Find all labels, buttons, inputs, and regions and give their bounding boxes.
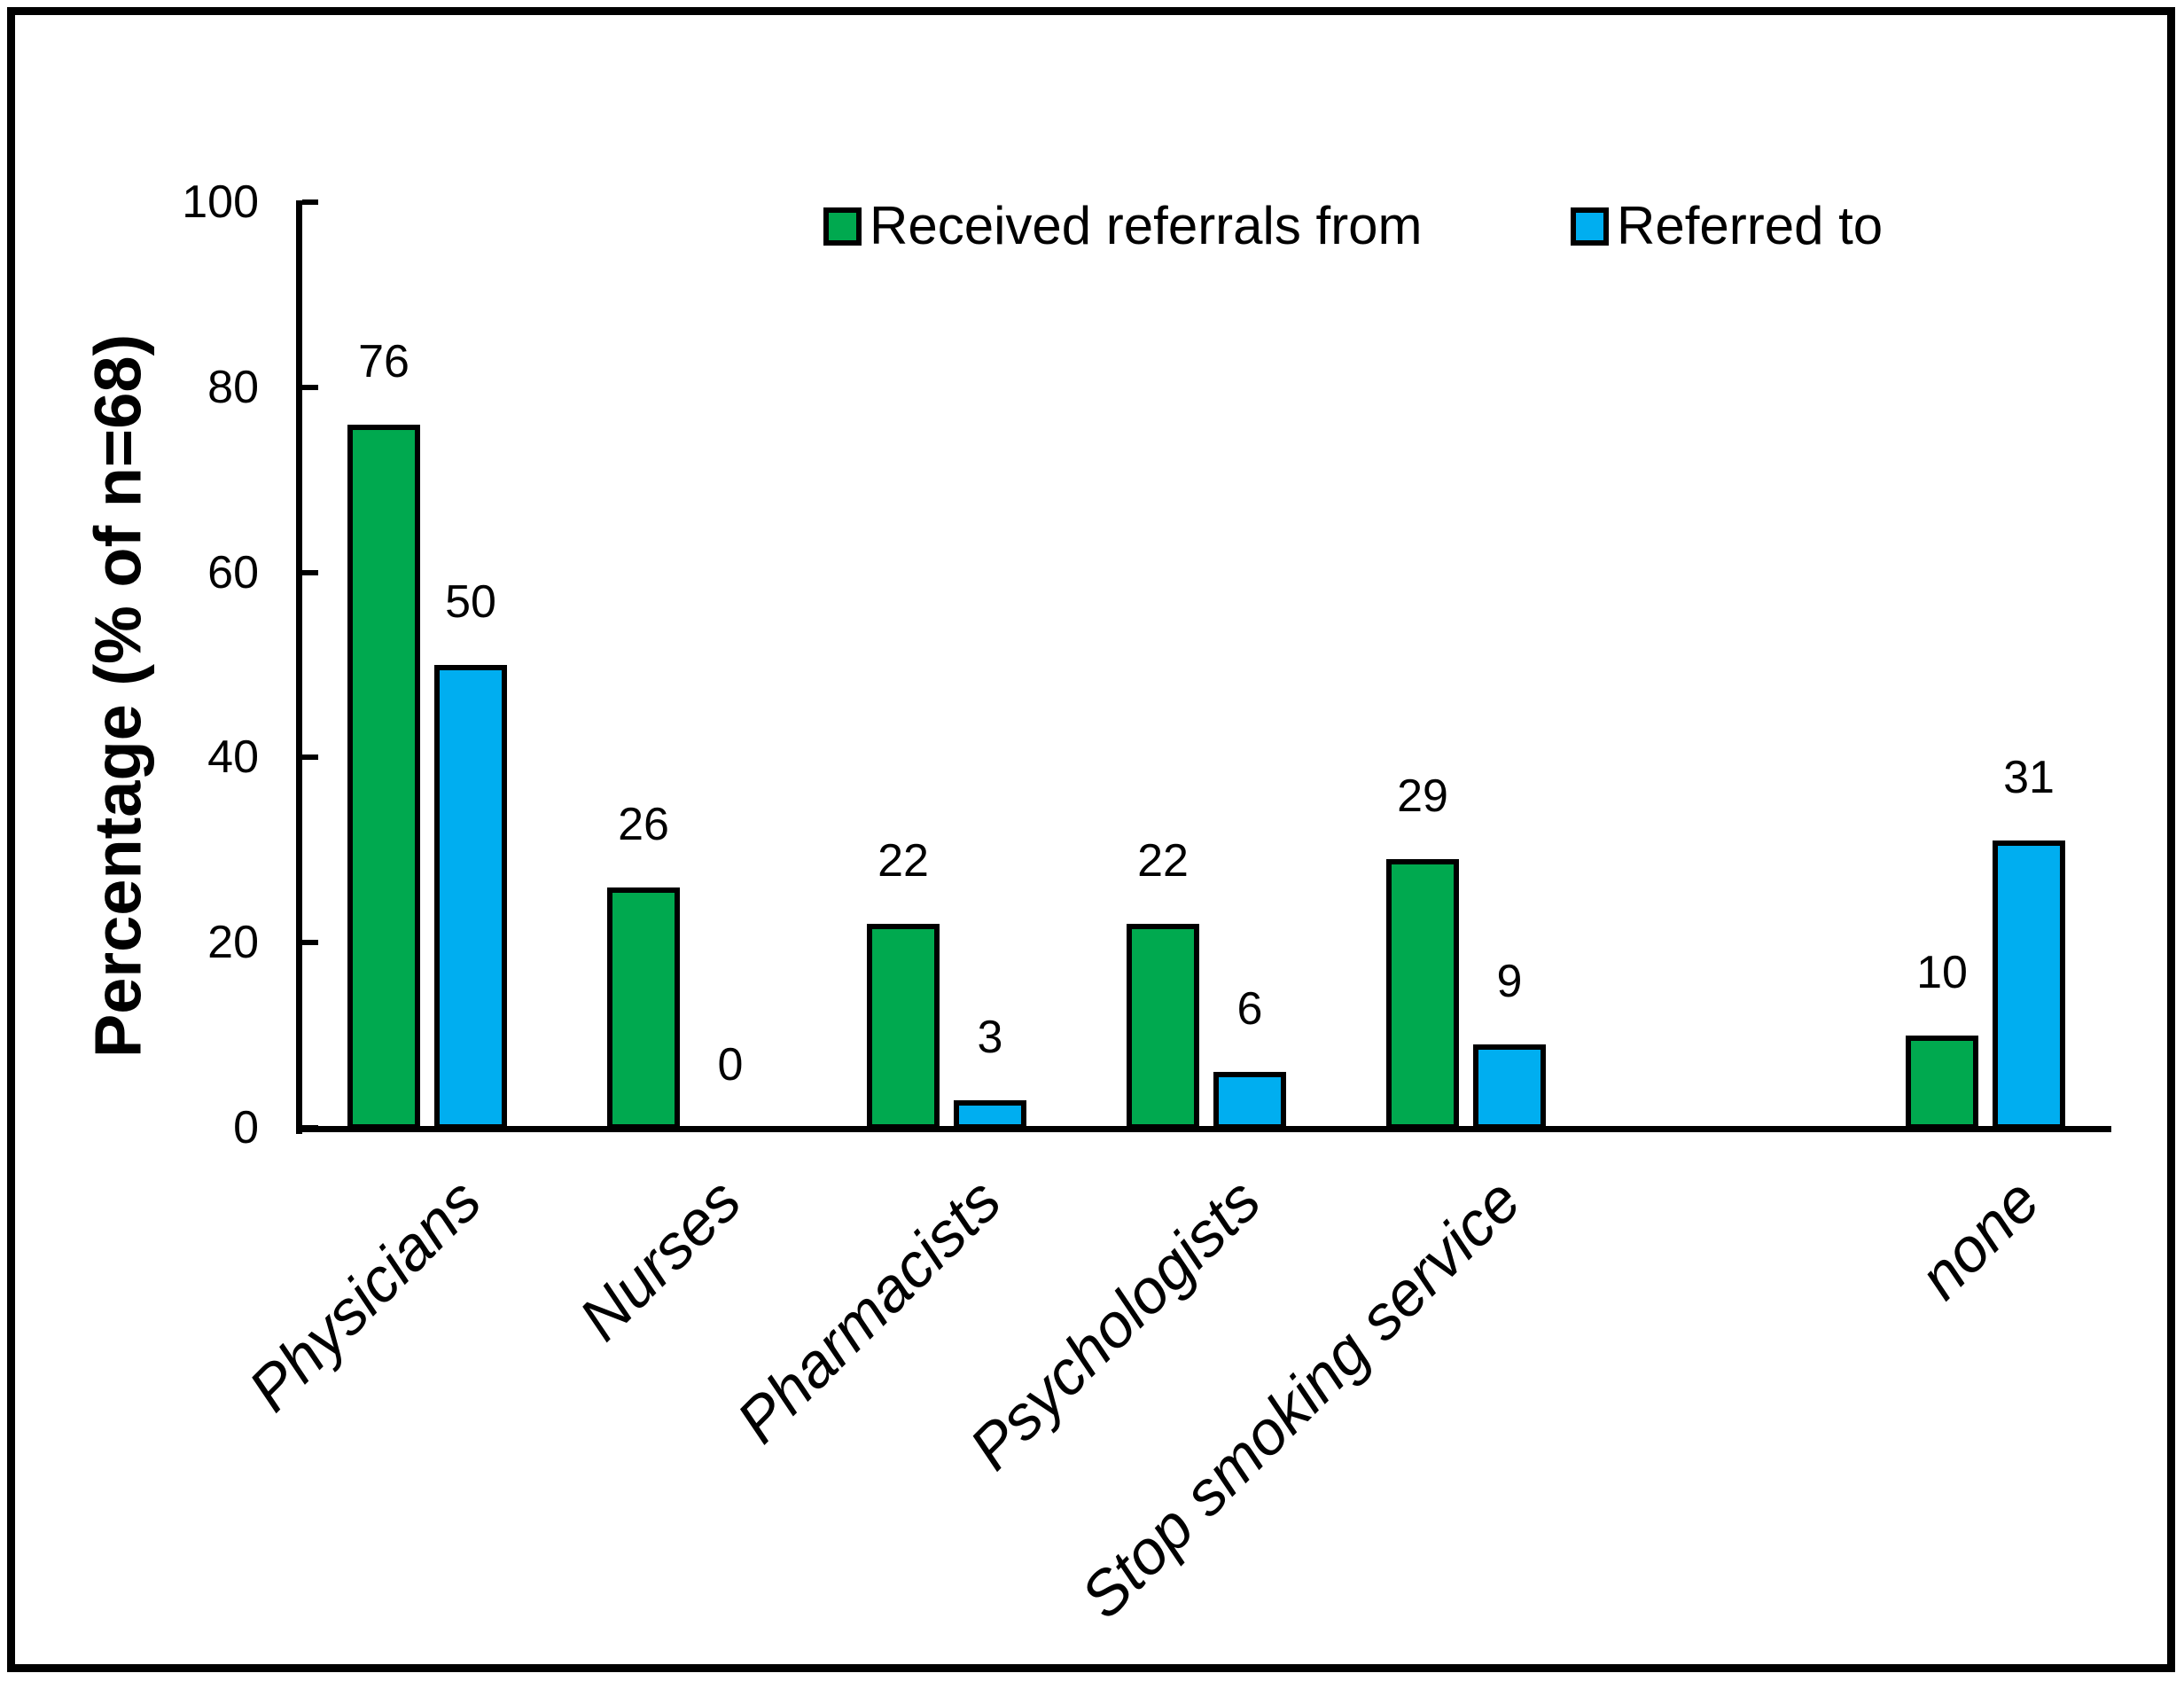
y-tick-label-100: 100 bbox=[182, 176, 259, 228]
x-axis-line bbox=[296, 1126, 2111, 1132]
bar-received-referrals-from-none bbox=[1906, 1035, 1978, 1130]
y-tick-label-60: 60 bbox=[207, 546, 259, 598]
bar-referred-to-psychologists bbox=[1213, 1072, 1286, 1130]
bar-referred-to-none bbox=[1993, 840, 2065, 1130]
value-label-referred-to-stop-smoking-service: 9 bbox=[1496, 956, 1523, 1008]
bar-referred-to-stop-smoking-service bbox=[1473, 1044, 1546, 1130]
bar-received-referrals-from-physicians bbox=[347, 424, 420, 1130]
y-tick-label-40: 40 bbox=[207, 731, 259, 784]
bar-received-referrals-from-nurses bbox=[607, 887, 680, 1130]
value-label-referred-to-psychologists: 6 bbox=[1236, 983, 1263, 1036]
y-tick-label-80: 80 bbox=[207, 361, 259, 413]
bar-received-referrals-from-stop-smoking-service bbox=[1386, 859, 1459, 1130]
value-label-received-referrals-from-stop-smoking-service: 29 bbox=[1397, 770, 1448, 823]
bar-referred-to-physicians bbox=[434, 665, 507, 1130]
value-label-referred-to-none: 31 bbox=[2003, 752, 2055, 804]
y-tick-40 bbox=[302, 754, 318, 761]
y-tick-60 bbox=[302, 569, 318, 575]
figure-border bbox=[7, 7, 2175, 1672]
value-label-referred-to-pharmacists: 3 bbox=[977, 1011, 1003, 1063]
legend-swatch-referred-to bbox=[1571, 207, 1609, 246]
y-tick-label-20: 20 bbox=[207, 917, 259, 969]
value-label-received-referrals-from-psychologists: 22 bbox=[1137, 835, 1189, 887]
bar-received-referrals-from-psychologists bbox=[1127, 924, 1199, 1130]
legend-swatch-received-referrals-from bbox=[823, 207, 862, 246]
legend-item-received-referrals-from: Received referrals from bbox=[823, 199, 1423, 253]
value-label-received-referrals-from-nurses: 26 bbox=[618, 798, 669, 850]
value-label-received-referrals-from-physicians: 76 bbox=[358, 335, 410, 387]
legend-label-referred-to: Referred to bbox=[1617, 196, 1884, 255]
y-tick-80 bbox=[302, 384, 318, 390]
value-label-received-referrals-from-none: 10 bbox=[1916, 946, 1968, 998]
legend-label-received-referrals-from: Received referrals from bbox=[870, 196, 1423, 255]
y-tick-label-0: 0 bbox=[233, 1102, 259, 1153]
value-label-referred-to-physicians: 50 bbox=[445, 576, 496, 628]
value-label-referred-to-nurses: 0 bbox=[717, 1039, 744, 1091]
bar-referred-to-pharmacists bbox=[954, 1099, 1026, 1130]
legend-item-referred-to: Referred to bbox=[1571, 199, 1883, 253]
y-axis-line bbox=[296, 200, 302, 1134]
y-tick-100 bbox=[302, 199, 318, 205]
value-label-received-referrals-from-pharmacists: 22 bbox=[878, 835, 929, 887]
y-tick-20 bbox=[302, 940, 318, 946]
